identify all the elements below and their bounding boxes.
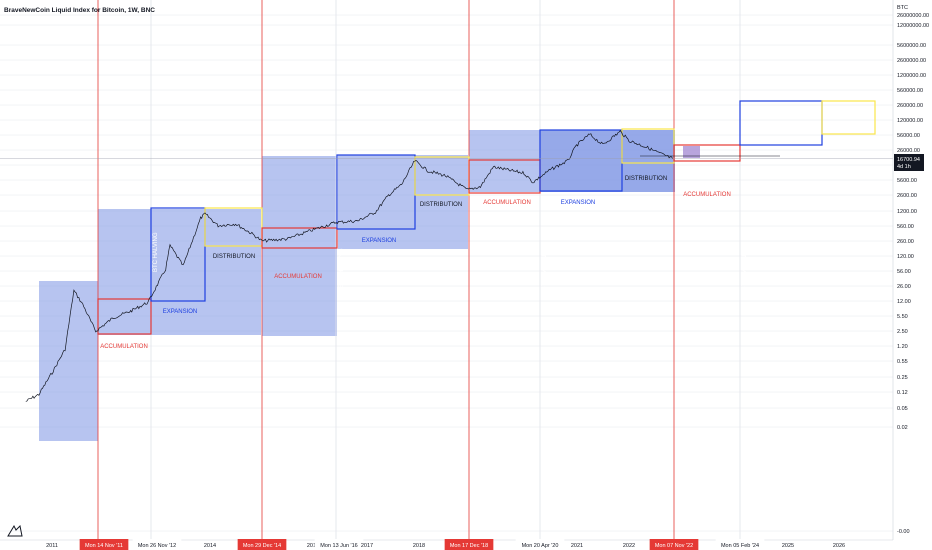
x-date-label: Mon 29 Dec '14: [243, 543, 281, 549]
last-price-tag: 16700.94 4d 1h: [894, 154, 924, 171]
phase-label: DISTRIBUTION: [420, 202, 462, 208]
phase-label: EXPANSION: [362, 238, 397, 244]
y-tick-label: 12000000.00: [897, 23, 929, 29]
phase-label: ACCUMULATION: [274, 274, 322, 280]
y-tick-label: 260.00: [897, 239, 914, 245]
y-tick-label: 0.25: [897, 375, 908, 381]
x-date-label: Mon 20 Apr '20: [522, 543, 559, 549]
x-tick-label: 2021: [571, 543, 583, 549]
last-price-value: 16700.94: [897, 157, 920, 163]
x-date-label: Mon 17 Dec '18: [450, 543, 488, 549]
y-tick-label: 26000.00: [897, 148, 920, 154]
y-tick-label: 2600000.00: [897, 58, 926, 64]
y-tick-label: 2.50: [897, 329, 908, 335]
y-tick-label: 5.50: [897, 314, 908, 320]
x-tick-label: 2025: [782, 543, 794, 549]
y-tick-label: 12.00: [897, 299, 911, 305]
halving-label: BTC HALVING: [339, 248, 345, 288]
y-tick-label: 1200000.00: [897, 73, 926, 79]
price-line: [25, 130, 673, 402]
x-tick-label: 2014: [204, 543, 216, 549]
phase-box: [821, 100, 876, 135]
x-date-label: Mon 13 Jun '16: [320, 543, 357, 549]
chart-title: BraveNewCoin Liquid Index for Bitcoin, 1…: [4, 7, 155, 14]
phase-labels: ACCUMULATION EXPANSION DISTRIBUTION ACCUMUL…: [100, 176, 731, 350]
phase-box: [150, 207, 206, 302]
projection-shade: [683, 146, 700, 158]
x-date-tag: [237, 539, 287, 550]
y-tick-label: 260000.00: [897, 103, 923, 109]
phase-label: EXPANSION: [561, 200, 596, 206]
cycle-shade: [262, 156, 337, 336]
y-tick-label: 560.00: [897, 224, 914, 230]
halving-label: BTC HALVING: [542, 250, 548, 290]
y-tick-label: 26.00: [897, 284, 911, 290]
x-date-label: Mon 05 Feb '24: [721, 543, 759, 549]
phase-label: ACCUMULATION: [483, 200, 531, 206]
y-tick-label: 5600000.00: [897, 43, 926, 49]
x-date-tag: [515, 539, 565, 550]
x-axis: 2011 Mon 14 Nov '11 Mon 26 Nov '12 2014 Mon …: [0, 539, 893, 550]
currency-label: BTC: [897, 5, 908, 11]
x-date-tag: [132, 539, 182, 550]
x-tick-label: 2011: [46, 543, 58, 549]
cycle-shades: [39, 130, 700, 441]
x-date-tag: [715, 539, 765, 550]
y-tick-label: 0.05: [897, 406, 908, 412]
x-date-label: Mon 07 Nov '22: [655, 543, 693, 549]
x-tick-label: 2017: [361, 543, 373, 549]
phase-boxes: [97, 100, 876, 335]
y-tick-label: 0.02: [897, 425, 908, 431]
y-tick-label: 0.55: [897, 359, 908, 365]
y-tick-label: 1200.00: [897, 209, 917, 215]
phase-label: DISTRIBUTION: [213, 254, 255, 260]
y-tick-label: 560000.00: [897, 88, 923, 94]
phase-label: EXPANSION: [163, 309, 198, 315]
x-tick-label: 2026: [833, 543, 845, 549]
x-date-label: Mon 14 Nov '11: [85, 543, 123, 549]
x-tick-label: 2022: [623, 543, 635, 549]
cycle-shade: [39, 281, 98, 441]
x-date-label: Mon 26 Nov '12: [138, 543, 176, 549]
halving-label: BTC HALVING: [153, 232, 159, 272]
x-tick-label: 2018: [413, 543, 425, 549]
cycle-shade: [540, 130, 675, 192]
y-tick-label: 56.00: [897, 269, 911, 275]
y-tick-label: 5600.00: [897, 178, 917, 184]
x-date-tag: [314, 539, 364, 550]
y-tick-label: 120.00: [897, 254, 914, 260]
y-tick-label: 56000.00: [897, 133, 920, 139]
y-tick-label: 26000000.00: [897, 13, 929, 19]
x-date-tag: [79, 539, 129, 550]
tradingview-logo[interactable]: [7, 524, 23, 537]
y-tick-label: 2600.00: [897, 193, 917, 199]
x-date-tag: [649, 539, 699, 550]
phase-box: [739, 100, 823, 146]
y-tick-label: 0.12: [897, 390, 908, 396]
halving-label: BTC HALVING: [742, 250, 748, 290]
phase-box: [204, 207, 263, 247]
phase-label: ACCUMULATION: [100, 344, 148, 350]
phase-box: [673, 144, 741, 162]
price-series: [0, 130, 893, 402]
phase-label: DISTRIBUTION: [625, 176, 667, 182]
x-tick-label: 2016: [307, 543, 319, 549]
phase-box: [97, 298, 152, 335]
phase-label: ACCUMULATION: [683, 192, 731, 198]
cycle-shade: [98, 209, 261, 335]
halving-labels: BTC HALVING BTC HALVING BTC HALVING BTC HAL…: [153, 232, 748, 290]
y-tick-label: -0.00: [897, 529, 910, 535]
phase-box: [261, 227, 338, 249]
last-price-countdown: 4d 1h: [897, 164, 911, 170]
x-date-tag: [444, 539, 494, 550]
cycle-shade: [338, 155, 468, 249]
y-tick-label: 1.20: [897, 344, 908, 350]
y-axis: 26000000.00 12000000.00 5600000.00 2600000.…: [892, 0, 929, 540]
y-tick-label: 120000.00: [897, 118, 923, 124]
